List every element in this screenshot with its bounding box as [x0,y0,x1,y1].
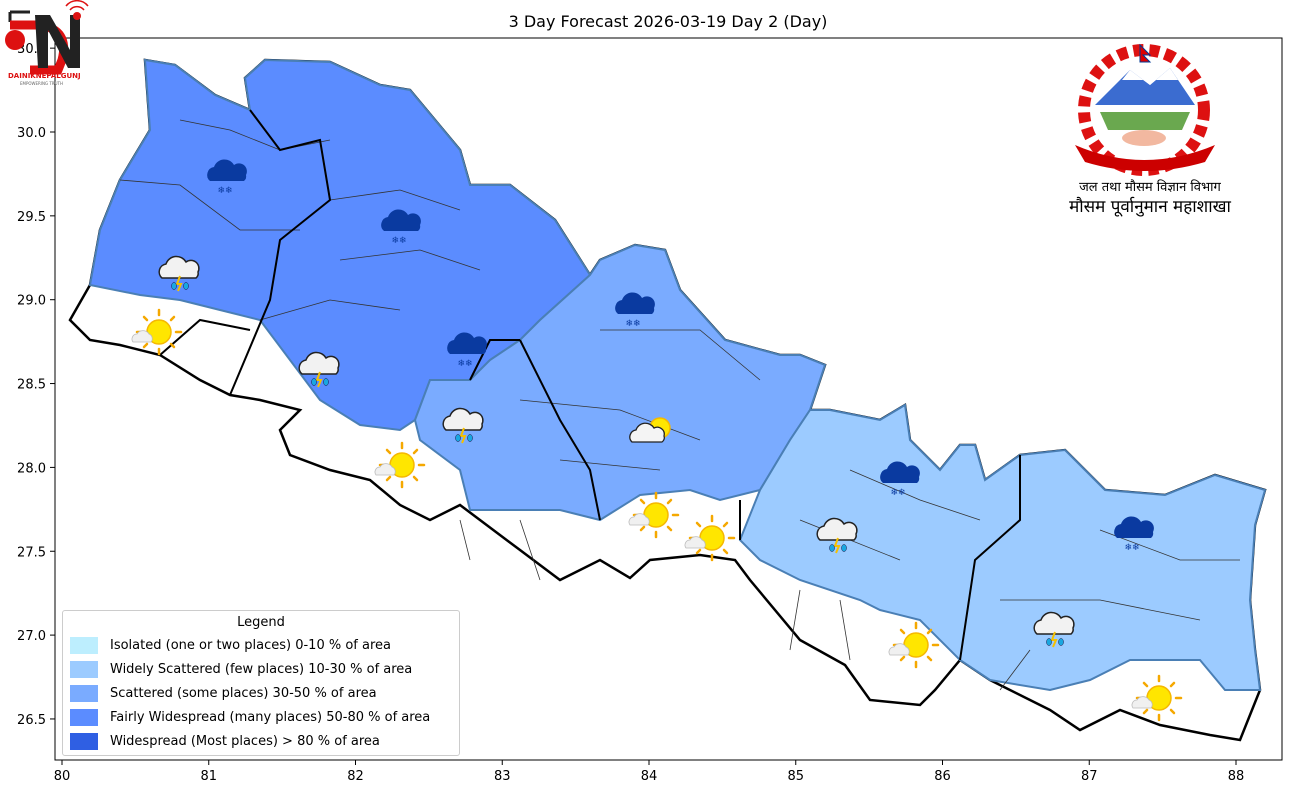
map-title: 3 Day Forecast 2026-03-19 Day 2 (Day) [508,12,828,31]
y-tick-label: 28.0 [17,461,46,476]
legend-label: Widely Scattered (few places) 10-30 % of… [110,661,413,677]
svg-text:DAINIKNEPALGUNJ: DAINIKNEPALGUNJ [8,72,81,80]
legend: Legend Isolated (one or two places) 0-10… [62,610,460,756]
legend-swatch [70,708,98,726]
y-tick-label: 29.5 [17,210,46,225]
legend-item: Scattered (some places) 30-50 % of area [70,681,459,705]
legend-label: Scattered (some places) 30-50 % of area [110,685,377,701]
region-widely-scattered [738,403,1267,692]
y-tick-label: 28.5 [17,378,46,393]
y-tick-label: 30.0 [17,126,46,141]
legend-label: Isolated (one or two places) 0-10 % of a… [110,637,391,653]
legend-swatch [70,732,98,750]
province-boundaries [159,109,1021,661]
legend-swatch [70,660,98,678]
y-tick-label: 26.5 [17,713,46,728]
y-tick-label: 27.5 [17,545,46,560]
x-tick-label: 86 [934,769,951,784]
division-name: मौसम पूर्वानुमान महाशाखा [1069,197,1231,217]
y-tick-label: 27.0 [17,629,46,644]
region-scattered [413,243,827,522]
x-tick-label: 82 [347,769,364,784]
legend-item: Widespread (Most places) > 80 % of area [70,729,459,753]
svg-text:EMPOWERING TRUTH: EMPOWERING TRUTH [20,81,63,86]
legend-swatch [70,636,98,654]
x-tick-label: 88 [1228,769,1245,784]
legend-label: Fairly Widespread (many places) 50-80 % … [110,709,431,725]
y-tick-label: 29.0 [17,294,46,309]
legend-label: Widespread (Most places) > 80 % of area [110,733,380,749]
dainiknepalgunj-logo: DAINIKNEPALGUNJ EMPOWERING TRUTH [5,0,89,86]
x-tick-label: 87 [1081,769,1098,784]
x-tick-label: 80 [54,769,71,784]
department-name: जल तथा मौसम विज्ञान विभाग [1079,180,1221,195]
x-tick-label: 85 [787,769,804,784]
legend-title: Legend [237,615,285,630]
x-tick-label: 83 [494,769,511,784]
legend-item: Widely Scattered (few places) 10-30 % of… [70,657,459,681]
legend-swatch [70,684,98,702]
legend-item: Isolated (one or two places) 0-10 % of a… [70,633,459,657]
government-emblem [1075,43,1215,176]
legend-item: Fairly Widespread (many places) 50-80 % … [70,705,459,729]
x-tick-label: 81 [200,769,217,784]
x-tick-label: 84 [641,769,658,784]
